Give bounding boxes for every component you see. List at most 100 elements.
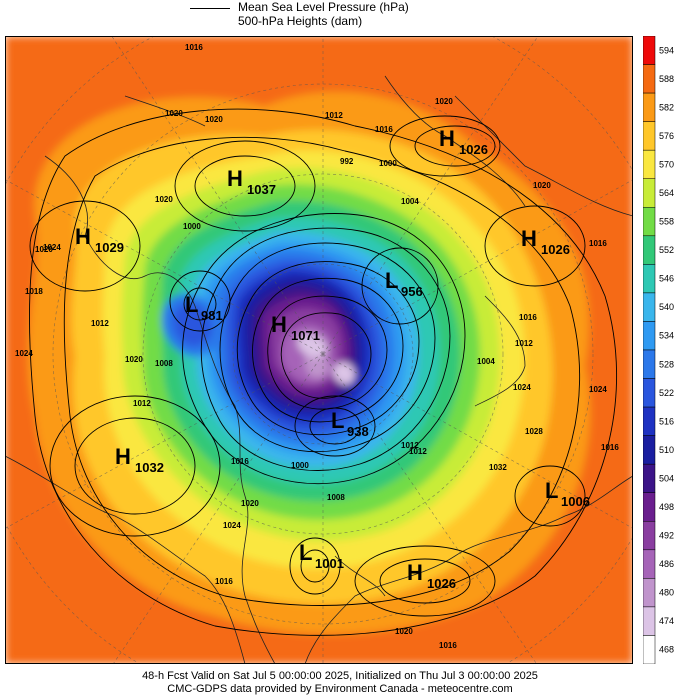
isobar-label: 1016 xyxy=(185,43,203,52)
svg-text:H: H xyxy=(407,560,423,585)
low-pressure-center: L 938 xyxy=(331,408,369,439)
colorbar-tick-label: 582 xyxy=(659,102,674,112)
colorbar-swatch xyxy=(643,64,656,94)
svg-text:L: L xyxy=(331,408,344,433)
svg-text:1029: 1029 xyxy=(95,240,124,255)
colorbar-swatch xyxy=(643,292,656,322)
isobar-label: 1016 xyxy=(231,457,249,466)
colorbar-tick-label: 588 xyxy=(659,74,674,84)
high-pressure-center: H 1026 xyxy=(439,126,488,157)
colorbar-swatch xyxy=(643,36,656,65)
isobar-label: 1000 xyxy=(379,159,397,168)
low-pressure-center: L 956 xyxy=(385,268,423,299)
isobar-label: 1008 xyxy=(155,359,173,368)
high-pressure-center: H 1032 xyxy=(115,444,164,475)
colorbar-swatch xyxy=(643,492,656,522)
svg-text:981: 981 xyxy=(201,308,223,323)
isobar-label: 1016 xyxy=(215,577,233,586)
svg-text:1032: 1032 xyxy=(135,460,164,475)
colorbar-swatch xyxy=(643,406,656,436)
colorbar-swatch xyxy=(643,235,656,265)
graticule xyxy=(5,36,633,664)
isobar-label: 1024 xyxy=(15,349,33,358)
colorbar-tick-label: 534 xyxy=(659,331,674,341)
high-pressure-center: H 1037 xyxy=(227,166,276,197)
plot-legend: Mean Sea Level Pressure (hPa) 500-hPa He… xyxy=(190,0,490,36)
colorbar-tick-label: 594 xyxy=(659,45,674,55)
svg-text:1006: 1006 xyxy=(561,494,590,509)
svg-text:H: H xyxy=(227,166,243,191)
svg-text:956: 956 xyxy=(401,284,423,299)
high-pressure-center: H 1071 xyxy=(271,312,320,343)
svg-text:1026: 1026 xyxy=(459,142,488,157)
colorbar-tick-label: 504 xyxy=(659,473,674,483)
isobar-label: 1020 xyxy=(125,355,143,364)
isobar-label: 1000 xyxy=(291,461,309,470)
colorbar-tick-label: 522 xyxy=(659,388,674,398)
footer: 48-h Fcst Valid on Sat Jul 5 00:00:00 20… xyxy=(0,670,680,696)
svg-text:H: H xyxy=(75,224,91,249)
isobar-label: 1004 xyxy=(401,197,419,206)
isobar-label: 1020 xyxy=(205,115,223,124)
svg-text:1001: 1001 xyxy=(315,556,344,571)
colorbar-swatch xyxy=(643,435,656,465)
colorbar-swatch xyxy=(643,521,656,551)
isobar-label: 1012 xyxy=(91,319,109,328)
svg-text:1071: 1071 xyxy=(291,328,320,343)
high-pressure-center: H 1026 xyxy=(521,226,570,257)
isobar-label: 1012 xyxy=(401,441,419,450)
colorbar-swatch xyxy=(643,635,656,664)
colorbar-tick-label: 528 xyxy=(659,359,674,369)
svg-text:1026: 1026 xyxy=(541,242,570,257)
svg-text:H: H xyxy=(271,312,287,337)
colorbar-swatch xyxy=(643,178,656,208)
isobar-label: 1016 xyxy=(519,313,537,322)
colorbar-swatch xyxy=(643,149,656,179)
isobar-label: 1028 xyxy=(525,427,543,436)
colorbar-tick-label: 480 xyxy=(659,588,674,598)
colorbar-tick-label: 510 xyxy=(659,445,674,455)
isobar-label: 1016 xyxy=(375,125,393,134)
isobar-label: 1020 xyxy=(155,195,173,204)
forecast-valid-text: 48-h Fcst Valid on Sat Jul 5 00:00:00 20… xyxy=(142,670,538,682)
isobar-label: 992 xyxy=(340,157,354,166)
colorbar-swatch xyxy=(643,321,656,351)
svg-text:1037: 1037 xyxy=(247,182,276,197)
isobar-legend-line xyxy=(190,8,230,9)
high-pressure-center: H 1026 xyxy=(407,560,456,591)
svg-text:L: L xyxy=(385,268,398,293)
isobar-label: 1024 xyxy=(513,383,531,392)
svg-text:H: H xyxy=(521,226,537,251)
low-pressure-center: L 1006 xyxy=(545,478,590,509)
svg-text:L: L xyxy=(299,540,312,565)
low-pressure-center: L 1001 xyxy=(299,540,344,571)
colorbar-tick-label: 486 xyxy=(659,559,674,569)
colorbar-tick-label: 492 xyxy=(659,531,674,541)
colorbar-tick-label: 564 xyxy=(659,188,674,198)
isobar-label: 1004 xyxy=(477,357,495,366)
isobar-label: 1012 xyxy=(409,447,427,456)
mslp-legend-label: Mean Sea Level Pressure (hPa) xyxy=(238,0,409,14)
colorbar-tick-label: 498 xyxy=(659,502,674,512)
isobar-label: 1012 xyxy=(325,111,343,120)
isobar-label: 1024 xyxy=(43,243,61,252)
svg-text:L: L xyxy=(185,292,198,317)
colorbar-tick-label: 474 xyxy=(659,616,674,626)
svg-text:H: H xyxy=(115,444,131,469)
svg-text:L: L xyxy=(545,478,558,503)
colorbar-tick-label: 558 xyxy=(659,217,674,227)
data-credit-text: CMC-GDPS data provided by Environment Ca… xyxy=(167,683,513,695)
isobars xyxy=(29,108,617,636)
colorbar-tick-label: 540 xyxy=(659,302,674,312)
isobar-label: 1020 xyxy=(395,627,413,636)
colorbar-swatch xyxy=(643,578,656,608)
isobar-label: 1012 xyxy=(515,339,533,348)
isobar-label: 1032 xyxy=(489,463,507,472)
isobar-label: 1008 xyxy=(327,493,345,502)
colorbar: 594 588 582 576 570 564 558 552 546 540 534 528 522 5… xyxy=(643,36,674,664)
colorbar-swatch xyxy=(643,207,656,237)
colorbar-swatch xyxy=(643,92,656,122)
colorbar-swatch xyxy=(643,463,656,493)
colorbar-tick-label: 570 xyxy=(659,159,674,169)
colorbar-swatch xyxy=(643,349,656,379)
